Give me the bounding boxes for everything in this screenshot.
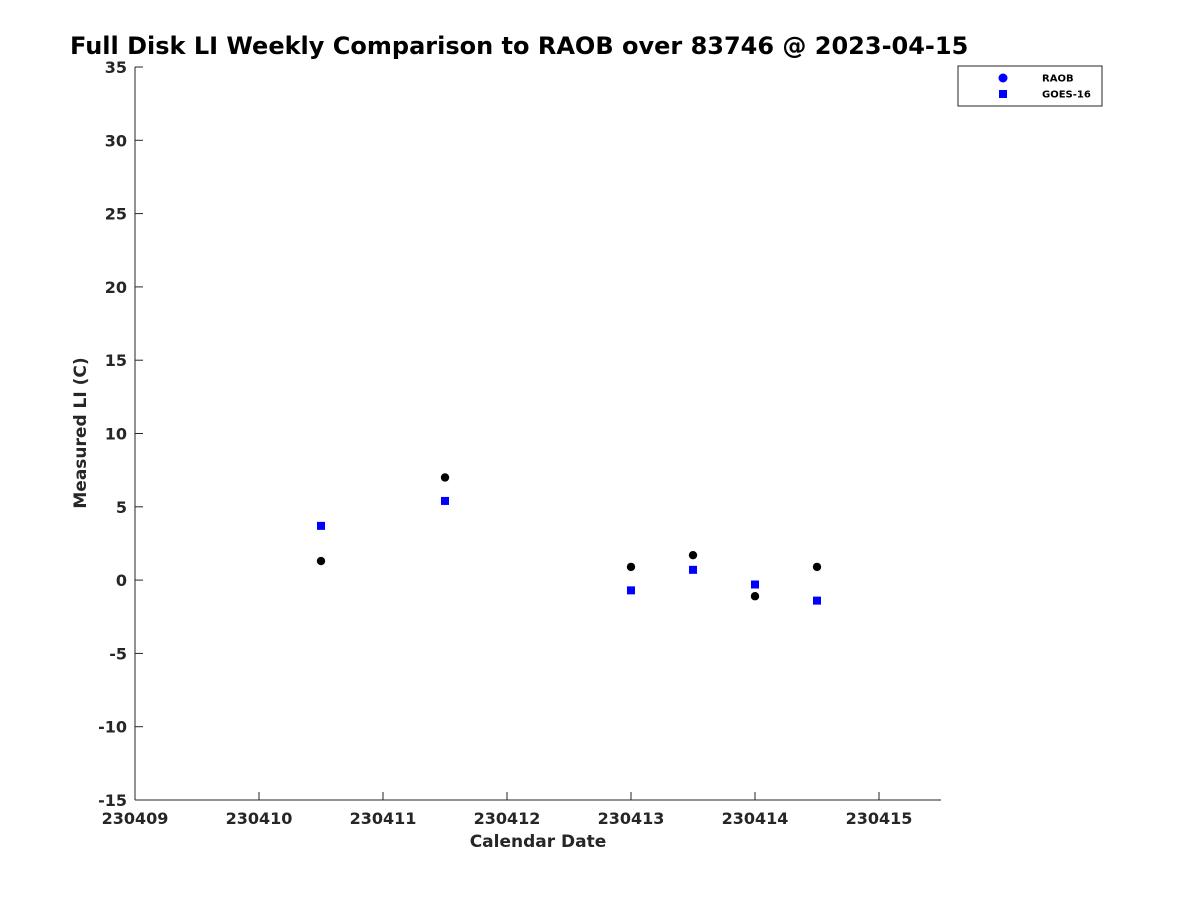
x-tick-label: 230414 [722, 809, 789, 828]
y-tick-label: 5 [116, 498, 127, 517]
legend-marker-raob [998, 73, 1008, 83]
goes-16-point [751, 580, 759, 589]
x-axis-ticks: 230409 230410 230411 230412 230413 230414 2304… [102, 792, 913, 828]
legend-label-raob: RAOB [1042, 74, 1074, 85]
x-tick-label: 230410 [226, 809, 293, 828]
legend-box [957, 65, 1103, 107]
raob-point [316, 556, 326, 566]
data-points [316, 473, 822, 605]
x-tick-label: 230413 [598, 809, 665, 828]
chart-title: Full Disk LI Weekly Comparison to RAOB o… [70, 32, 968, 60]
x-tick-label: 230415 [846, 809, 913, 828]
y-tick-label: 20 [105, 278, 127, 297]
goes-16-point [627, 586, 635, 595]
y-tick-label: 25 [105, 205, 127, 224]
axes [134, 67, 941, 801]
legend-marker-goes-16 [999, 90, 1007, 98]
x-tick-label: 230412 [474, 809, 541, 828]
x-tick-label: 230409 [102, 809, 169, 828]
raob-point [812, 562, 822, 572]
x-axis-label: Calendar Date [470, 832, 607, 852]
y-tick-label: 10 [105, 425, 127, 444]
raob-point [688, 550, 698, 560]
goes-16-point [813, 596, 821, 605]
goes-16-point [689, 565, 697, 574]
y-tick-label: 30 [105, 131, 127, 150]
goes-16-point [317, 521, 325, 530]
raob-point [626, 562, 636, 572]
y-tick-label: 35 [105, 58, 127, 77]
y-axis-label: Measured LI (C) [71, 357, 91, 508]
raob-point [750, 592, 760, 601]
x-tick-label: 230411 [350, 809, 417, 828]
goes-16-point [441, 496, 449, 505]
y-axis-ticks: -15 -10 -5 0 5 10 15 20 25 30 35 [98, 58, 143, 810]
raob-point [440, 473, 450, 482]
y-tick-label: 15 [105, 351, 127, 370]
y-tick-label: -15 [98, 791, 127, 810]
y-tick-label: -10 [98, 718, 127, 737]
legend: RAOB GOES-16 [957, 65, 1103, 107]
y-tick-label: 0 [116, 571, 127, 590]
legend-label-goes-16: GOES-16 [1042, 90, 1091, 101]
y-tick-label: -5 [109, 644, 127, 663]
